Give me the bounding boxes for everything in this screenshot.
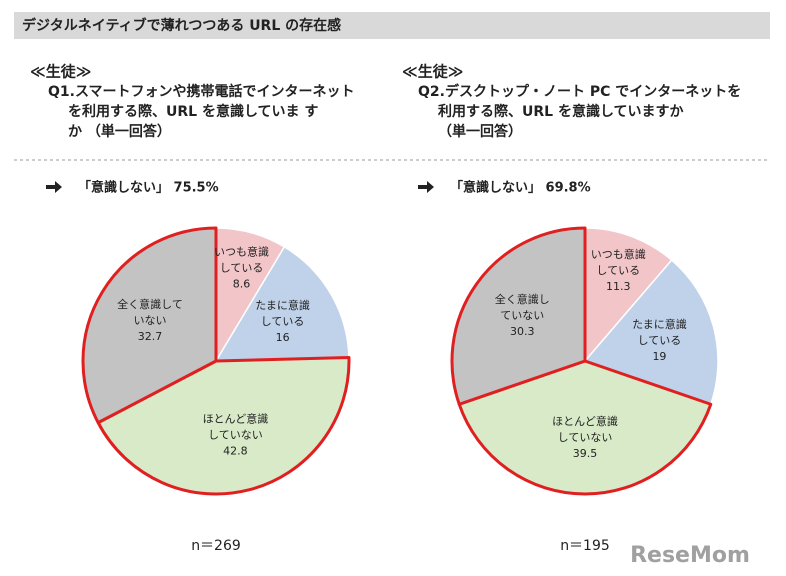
- slice-label: している: [220, 262, 264, 275]
- slice-value: 39.5: [573, 447, 598, 460]
- slice-label: 全く意識し: [495, 292, 550, 306]
- slice-value: 11.3: [606, 280, 631, 293]
- slice-value: 32.7: [138, 330, 163, 343]
- slice-label: たまに意識: [632, 317, 687, 331]
- slice-label: している: [596, 264, 640, 277]
- question-line: （単一回答）: [438, 123, 522, 140]
- question-line: を利用する際、URL を意識していま す: [68, 103, 318, 120]
- slice-label: いつも意識: [591, 247, 646, 261]
- pie-slice: [215, 246, 350, 362]
- slice-label: ていない: [500, 309, 544, 322]
- slice-label: 全く意識して: [117, 297, 183, 311]
- pie-slice: [81, 226, 218, 425]
- pie-slice: [584, 227, 673, 362]
- question-line: か （単一回答）: [68, 123, 171, 140]
- sample-size: n＝195: [560, 538, 610, 554]
- slice-value: 16: [276, 331, 290, 344]
- slice-label: している: [638, 334, 682, 347]
- slice-value: 19: [652, 350, 666, 363]
- slice-label: ほとんど意識: [203, 412, 269, 426]
- slice-label: している: [261, 315, 305, 328]
- slice-label: たまに意識: [255, 298, 310, 312]
- question-line: Q1.スマートフォンや携帯電話でインターネット: [48, 83, 355, 100]
- pie-slice: [96, 355, 351, 496]
- slice-label: いない: [134, 314, 167, 327]
- slice-label: していない: [208, 429, 263, 442]
- question-line: 利用する際、URL を意識していますか: [438, 103, 684, 120]
- annotation: 「意識しない」 69.8%: [450, 180, 591, 196]
- slice-value: 8.6: [233, 278, 251, 291]
- sample-size: n＝269: [191, 538, 241, 554]
- group-label: ≪生徒≫: [30, 63, 91, 81]
- pie-slice: [450, 226, 587, 406]
- header-title: デジタルネイティブで薄れつつある URL の存在感: [22, 17, 341, 34]
- arrow-icon: [46, 181, 62, 193]
- slice-label: いつも意識: [214, 245, 269, 259]
- slice-value: 30.3: [510, 325, 535, 338]
- pie-slice: [584, 259, 719, 405]
- slice-label: していない: [558, 431, 613, 444]
- annotation: 「意識しない」 75.5%: [78, 180, 219, 196]
- watermark: ReseMom: [630, 543, 750, 568]
- pie-slice: [457, 359, 713, 496]
- slice-value: 42.8: [223, 445, 248, 458]
- group-label: ≪生徒≫: [402, 63, 463, 81]
- question-line: Q2.デスクトップ・ノート PC でインターネットを: [418, 83, 741, 100]
- arrow-icon: [418, 181, 434, 193]
- header-bar: [14, 12, 770, 39]
- slice-label: ほとんど意識: [552, 414, 618, 428]
